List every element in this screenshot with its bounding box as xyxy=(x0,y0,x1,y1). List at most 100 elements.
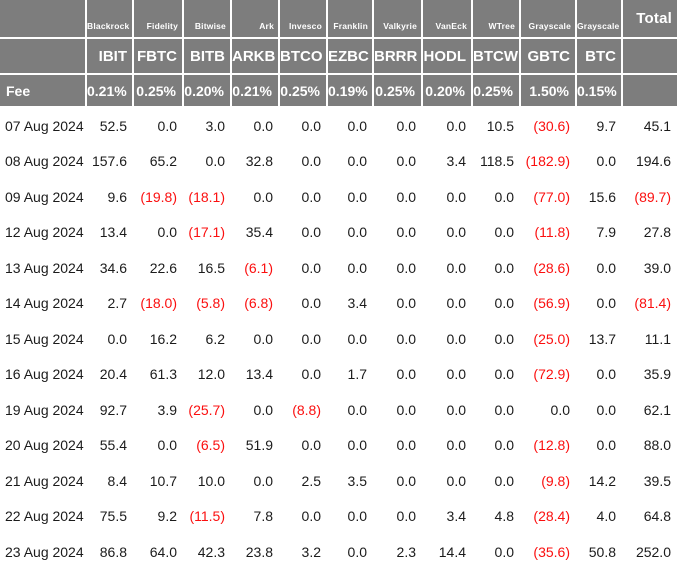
row-total-cell: 194.6 xyxy=(622,143,677,179)
date-cell: 22 Aug 2024 xyxy=(0,498,86,534)
date-cell: 12 Aug 2024 xyxy=(0,214,86,250)
flow-value-cell: 0.0 xyxy=(576,143,622,179)
table-row: 16 Aug 2024 20.4 61.3 12.0 13.4 0.0 1.7 0.0 0.0 0… xyxy=(0,356,677,392)
flow-value-cell: (56.9) xyxy=(520,285,576,321)
table-body: 07 Aug 2024 52.5 0.0 3.0 0.0 0.0 0.0 0.0 0.0 10.5… xyxy=(0,107,677,566)
flow-value-cell: 0.0 xyxy=(373,214,422,250)
flow-value-cell: 0.0 xyxy=(279,427,327,463)
flow-value-cell: 0.0 xyxy=(576,285,622,321)
flow-value-cell: 1.7 xyxy=(327,356,373,392)
flow-value-cell: 0.0 xyxy=(327,143,373,179)
table-row: 20 Aug 2024 55.4 0.0 (6.5) 51.9 0.0 0.0 0.0 0.0 0… xyxy=(0,427,677,463)
flow-value-cell: 0.0 xyxy=(231,321,279,357)
flow-value-cell: 0.0 xyxy=(422,356,472,392)
flow-value-cell: 0.0 xyxy=(231,392,279,428)
flow-value-cell: 61.3 xyxy=(133,356,183,392)
flow-value-cell: 4.0 xyxy=(576,498,622,534)
table-row: 07 Aug 2024 52.5 0.0 3.0 0.0 0.0 0.0 0.0 0.0 10.5… xyxy=(0,107,677,144)
flow-value-cell: 0.0 xyxy=(472,427,520,463)
flow-value-cell: 51.9 xyxy=(231,427,279,463)
row-total-cell: 11.1 xyxy=(622,321,677,357)
flow-value-cell: 0.0 xyxy=(373,179,422,215)
flow-value-cell: 0.0 xyxy=(327,534,373,566)
flow-value-cell: 0.0 xyxy=(279,498,327,534)
flow-value-cell: 0.0 xyxy=(279,143,327,179)
flow-value-cell: 0.0 xyxy=(279,285,327,321)
issuer-header-cell: WTree xyxy=(472,0,521,39)
flow-value-cell: 2.5 xyxy=(279,463,327,499)
table-row: 12 Aug 2024 13.4 0.0 (17.1) 35.4 0.0 0.0 0.0 0.0… xyxy=(0,214,677,250)
flow-value-cell: 0.0 xyxy=(327,321,373,357)
table-row: 22 Aug 2024 75.5 9.2 (11.5) 7.8 0.0 0.0 0.0 3.4 4… xyxy=(0,498,677,534)
row-total-cell: (81.4) xyxy=(622,285,677,321)
flow-value-cell: 32.8 xyxy=(231,143,279,179)
flow-value-cell: 86.8 xyxy=(86,534,133,566)
flow-value-cell: 0.0 xyxy=(279,250,327,286)
flow-value-cell: 12.0 xyxy=(183,356,231,392)
flow-value-cell: 0.0 xyxy=(472,463,520,499)
row-total-cell: 35.9 xyxy=(622,356,677,392)
flow-value-cell: 0.0 xyxy=(231,179,279,215)
date-cell: 15 Aug 2024 xyxy=(0,321,86,357)
corner-cell xyxy=(0,0,87,39)
flow-value-cell: 15.6 xyxy=(576,179,622,215)
flow-value-cell: 55.4 xyxy=(86,427,133,463)
flow-value-cell: (30.6) xyxy=(520,107,576,144)
issuer-header-cell: Bitwise xyxy=(183,0,232,39)
issuer-header-cell: Franklin xyxy=(327,0,374,39)
issuer-header-cell: VanEck xyxy=(422,0,473,39)
flow-value-cell: 0.0 xyxy=(373,321,422,357)
date-cell: 16 Aug 2024 xyxy=(0,356,86,392)
flow-value-cell: 92.7 xyxy=(86,392,133,428)
flow-value-cell: 13.4 xyxy=(231,356,279,392)
flow-value-cell: (19.8) xyxy=(133,179,183,215)
flow-value-cell: (72.9) xyxy=(520,356,576,392)
flow-value-cell: 9.6 xyxy=(86,179,133,215)
fee-value-cell: 0.21% xyxy=(86,74,134,108)
flow-value-cell: 52.5 xyxy=(86,107,133,144)
flow-value-cell: 14.2 xyxy=(576,463,622,499)
issuer-header-cell: Grayscale xyxy=(520,0,577,39)
flow-value-cell: 0.0 xyxy=(133,107,183,144)
flow-value-cell: 0.0 xyxy=(472,214,520,250)
issuer-header-cell: Grayscale xyxy=(576,0,623,39)
ticker-header-cell: EZBC xyxy=(327,38,374,75)
fee-value-cell: 0.25% xyxy=(133,74,184,108)
table-row: 09 Aug 2024 9.6 (19.8) (18.1) 0.0 0.0 0.0 0.0 0.… xyxy=(0,179,677,215)
flow-value-cell: 0.0 xyxy=(327,107,373,144)
ticker-header-cell: BTCW xyxy=(472,38,521,75)
flow-value-cell: 16.5 xyxy=(183,250,231,286)
flow-value-cell: (6.5) xyxy=(183,427,231,463)
flow-value-cell: (17.1) xyxy=(183,214,231,250)
table-row: 21 Aug 2024 8.4 10.7 10.0 0.0 2.5 3.5 0.0 0.0 0.0… xyxy=(0,463,677,499)
flow-value-cell: 0.0 xyxy=(327,214,373,250)
flow-value-cell: 35.4 xyxy=(231,214,279,250)
flow-value-cell: 8.4 xyxy=(86,463,133,499)
row-total-cell: 88.0 xyxy=(622,427,677,463)
flow-value-cell: 34.6 xyxy=(86,250,133,286)
total-column-spacer xyxy=(622,38,677,75)
flow-value-cell: 7.8 xyxy=(231,498,279,534)
flow-value-cell: 0.0 xyxy=(373,143,422,179)
row-total-cell: 62.1 xyxy=(622,392,677,428)
flow-value-cell: 0.0 xyxy=(472,321,520,357)
ticker-header-cell: BTC xyxy=(576,38,623,75)
table-row: 08 Aug 2024 157.6 65.2 0.0 32.8 0.0 0.0 0.0 3.4 1… xyxy=(0,143,677,179)
flow-value-cell: 0.0 xyxy=(520,392,576,428)
flow-value-cell: 0.0 xyxy=(86,321,133,357)
flow-value-cell: 0.0 xyxy=(472,285,520,321)
flow-value-cell: 3.4 xyxy=(422,498,472,534)
fee-row-label: Fee xyxy=(0,74,87,108)
fee-value-cell: 0.20% xyxy=(183,74,232,108)
flow-value-cell: 0.0 xyxy=(422,321,472,357)
flow-value-cell: 0.0 xyxy=(327,179,373,215)
issuer-header-cell: Fidelity xyxy=(133,0,184,39)
ticker-header-cell: IBIT xyxy=(86,38,134,75)
flow-value-cell: 0.0 xyxy=(422,463,472,499)
flow-value-cell: 0.0 xyxy=(422,392,472,428)
flow-value-cell: 0.0 xyxy=(327,250,373,286)
flow-value-cell: 0.0 xyxy=(373,107,422,144)
flow-value-cell: 0.0 xyxy=(422,179,472,215)
